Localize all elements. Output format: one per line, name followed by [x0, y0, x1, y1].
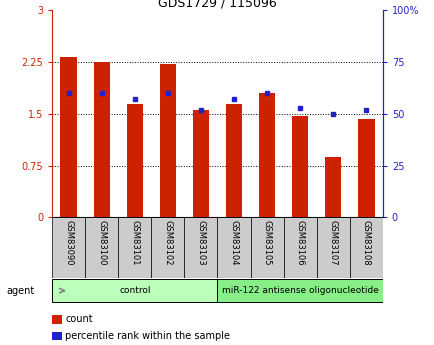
Bar [217, 279, 382, 302]
Text: GSM83104: GSM83104 [229, 220, 238, 266]
Text: GSM83106: GSM83106 [295, 220, 304, 266]
Text: GSM83101: GSM83101 [130, 220, 139, 266]
Text: miR-122 antisense oligonucleotide: miR-122 antisense oligonucleotide [221, 286, 378, 295]
Bar [349, 217, 382, 278]
Bar [258, 93, 275, 217]
Text: percentile rank within the sample: percentile rank within the sample [65, 331, 230, 341]
Text: GSM83102: GSM83102 [163, 220, 172, 266]
Text: GSM83100: GSM83100 [97, 220, 106, 266]
Text: control: control [119, 286, 150, 295]
Text: GSM83107: GSM83107 [328, 220, 337, 266]
Bar [316, 217, 349, 278]
Bar [357, 119, 374, 217]
Bar [324, 157, 341, 217]
Bar [60, 57, 77, 217]
Bar [85, 217, 118, 278]
Bar [93, 62, 110, 217]
Text: agent: agent [7, 286, 35, 296]
Bar [291, 116, 308, 217]
Text: GSM83105: GSM83105 [262, 220, 271, 266]
Bar [283, 217, 316, 278]
Bar [225, 104, 242, 217]
Bar [118, 217, 151, 278]
Bar [126, 104, 143, 217]
Bar [250, 217, 283, 278]
Text: GSM83108: GSM83108 [361, 220, 370, 266]
Bar [52, 279, 217, 302]
Text: GSM83103: GSM83103 [196, 220, 205, 266]
Bar [52, 217, 85, 278]
Bar [159, 64, 176, 217]
Bar [217, 217, 250, 278]
Text: count: count [65, 315, 93, 324]
Bar [192, 110, 209, 217]
Bar [151, 217, 184, 278]
Bar [184, 217, 217, 278]
Text: GSM83090: GSM83090 [64, 220, 73, 266]
Title: GDS1729 / 115096: GDS1729 / 115096 [158, 0, 276, 9]
